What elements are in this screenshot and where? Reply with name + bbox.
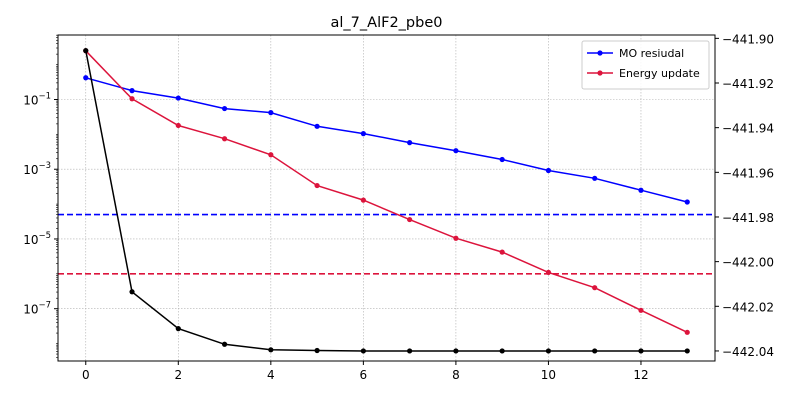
plot-frame <box>57 34 716 362</box>
legend-label: Energy update <box>619 67 700 80</box>
data-point <box>592 175 598 181</box>
data-point <box>638 348 644 354</box>
data-point <box>175 122 181 129</box>
data-point <box>129 289 135 295</box>
data-point <box>83 75 89 81</box>
series-line <box>85 77 688 203</box>
data-point <box>360 348 366 354</box>
chart-title: al_7_AlF2_pbe0 <box>331 15 443 31</box>
data-point <box>175 95 181 101</box>
data-point <box>499 348 505 354</box>
data-point <box>499 249 505 255</box>
data-point <box>545 167 552 174</box>
data-point <box>499 156 505 163</box>
data-point <box>684 199 690 205</box>
data-point <box>221 136 228 142</box>
data-point <box>314 347 320 354</box>
data-point <box>407 140 413 146</box>
legend-label: MO resiudal <box>619 47 684 60</box>
threshold-lines <box>58 213 715 275</box>
y-left-tick-label: 10−3 <box>23 161 51 177</box>
y-axis-left: 10−1 10−3 10−5 10−7 <box>23 34 58 358</box>
series-2 <box>83 48 690 354</box>
x-tick-label: 2 <box>174 368 182 382</box>
data-point <box>360 197 366 203</box>
x-axis: 0 2 4 6 8 10 12 <box>82 361 649 382</box>
data-point <box>407 216 413 223</box>
series-line <box>85 50 688 333</box>
data-point <box>684 348 690 354</box>
data-point <box>638 307 644 313</box>
y-left-tick-label: 10−1 <box>23 92 51 108</box>
series-1 <box>83 48 690 335</box>
data-point <box>545 269 552 275</box>
data-point <box>268 110 274 116</box>
data-point <box>129 96 135 102</box>
y-right-tick-label: −441.96 <box>722 166 774 180</box>
data-point <box>453 235 459 241</box>
y-left-tick-label: 10−5 <box>23 231 51 247</box>
x-tick-label: 6 <box>360 368 368 382</box>
data-point <box>314 182 320 189</box>
data-point <box>592 285 598 291</box>
y-right-tick-label: −441.90 <box>722 32 774 46</box>
x-tick-label: 8 <box>452 368 460 382</box>
data-point <box>453 148 459 154</box>
data-point <box>268 347 274 353</box>
y-right-tick-label: −441.92 <box>722 77 774 91</box>
series-0 <box>83 75 690 205</box>
data-point <box>129 88 135 94</box>
data-point <box>545 348 552 354</box>
grid <box>58 35 715 361</box>
legend: MO resiudal Energy update <box>581 40 710 90</box>
x-tick-label: 0 <box>82 368 90 382</box>
data-point <box>268 152 274 158</box>
x-tick-label: 4 <box>267 368 275 382</box>
y-right-tick-label: −442.02 <box>722 300 774 314</box>
data-point <box>592 348 598 354</box>
data-point <box>638 187 644 193</box>
data-point <box>221 341 228 347</box>
x-tick-label: 12 <box>633 368 648 382</box>
series-layer <box>83 48 690 354</box>
data-point <box>83 48 89 54</box>
legend-marker <box>597 70 603 76</box>
y-right-tick-label: −442.04 <box>722 345 774 359</box>
data-point <box>684 329 690 335</box>
data-point <box>407 348 413 354</box>
data-point <box>453 348 459 354</box>
y-left-tick-label: 10−7 <box>23 301 51 317</box>
y-right-tick-label: −441.94 <box>722 122 774 136</box>
y-right-tick-label: −441.98 <box>722 211 774 225</box>
y-right-tick-label: −442.00 <box>722 256 774 270</box>
y-axis-right: −441.90 −441.92 −441.94 −441.96 −441.98 −442.… <box>715 32 774 359</box>
data-point <box>221 105 228 112</box>
series-line <box>85 50 688 352</box>
data-point <box>175 326 181 332</box>
legend-marker <box>597 50 603 56</box>
data-point <box>360 131 366 137</box>
legend-box <box>581 40 710 90</box>
data-point <box>314 123 320 129</box>
x-tick-label: 10 <box>541 368 556 382</box>
